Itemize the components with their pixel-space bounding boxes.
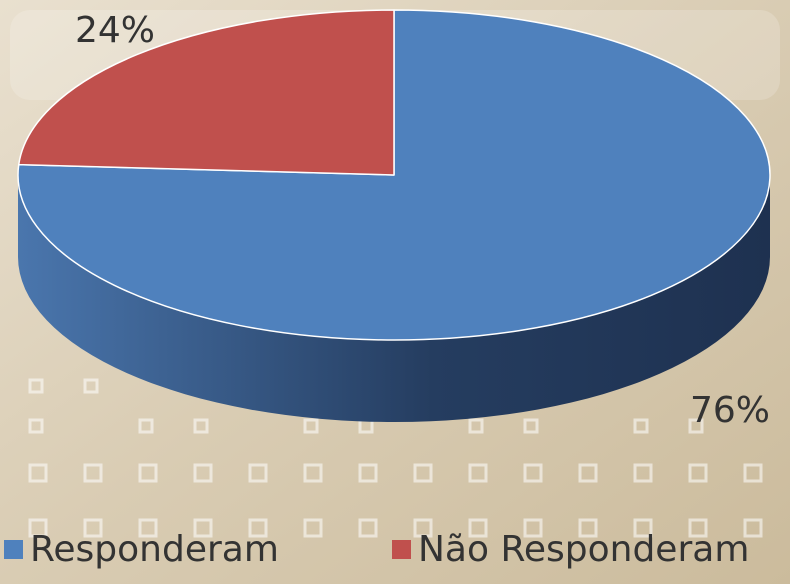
deco-square	[688, 418, 704, 434]
deco-square	[468, 418, 484, 434]
deco-square	[523, 518, 543, 538]
deco-square	[413, 518, 433, 538]
deco-square	[28, 463, 48, 483]
deco-square	[28, 418, 44, 434]
deco-square	[303, 518, 323, 538]
deco-square	[83, 463, 103, 483]
deco-square	[578, 518, 598, 538]
deco-square	[193, 418, 209, 434]
deco-square	[523, 418, 539, 434]
deco-square	[248, 518, 268, 538]
deco-square	[633, 518, 653, 538]
deco-square	[468, 463, 488, 483]
deco-square	[468, 518, 488, 538]
slice	[17, 9, 395, 176]
deco-square	[633, 463, 653, 483]
deco-square	[688, 463, 708, 483]
deco-square	[138, 418, 154, 434]
deco-square	[743, 463, 763, 483]
deco-square	[358, 518, 378, 538]
legend: Responderam Não Responderam	[4, 529, 749, 570]
deco-square	[28, 378, 44, 394]
deco-square	[138, 518, 158, 538]
deco-square	[83, 518, 103, 538]
deco-square	[303, 463, 323, 483]
deco-square	[743, 518, 763, 538]
data-labels: 76% 24%	[75, 10, 770, 431]
deco-square	[193, 518, 213, 538]
pie-tops	[17, 9, 771, 341]
deco-square	[633, 418, 649, 434]
deco-square	[358, 463, 378, 483]
deco-square	[248, 463, 268, 483]
data-label: 76%	[690, 390, 770, 431]
slice-side	[18, 175, 770, 422]
pie-sides	[18, 175, 770, 422]
legend-swatch	[4, 540, 23, 559]
deco-square	[138, 463, 158, 483]
deco-square	[28, 518, 48, 538]
deco-square	[688, 518, 708, 538]
data-label: 24%	[75, 10, 155, 51]
deco-square	[303, 418, 319, 434]
deco-square	[193, 463, 213, 483]
deco-square	[523, 463, 543, 483]
deco-square	[578, 463, 598, 483]
legend-label: Não Responderam	[418, 529, 749, 570]
legend-swatch	[392, 540, 411, 559]
legend-label: Responderam	[30, 529, 279, 570]
deco-square	[413, 463, 433, 483]
deco-square	[83, 378, 99, 394]
